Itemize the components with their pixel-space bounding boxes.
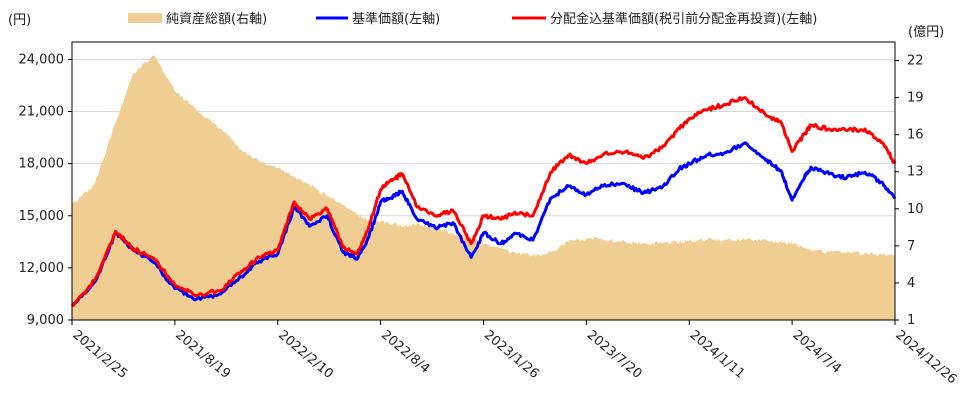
x-axis-tick-label: 2023/1/26	[481, 328, 542, 382]
left-axis: 9,000 12,000 15,000 18,000 21,000 24,000	[19, 52, 72, 328]
right-axis-tick-label: 4	[907, 276, 915, 291]
right-axis-tick-label: 19	[907, 91, 924, 106]
left-axis-tick-label: 15,000	[19, 209, 65, 224]
x-axis-tick-label: 2024/12/26	[892, 328, 959, 388]
legend-label-nav: 基準価額(左軸)	[352, 11, 440, 27]
x-axis-tick-label: 2021/8/19	[172, 328, 233, 382]
legend: (円) 純資産総額(右軸) 基準価額(左軸) 分配金込基準価額(税引前分配金再投…	[8, 11, 944, 40]
net-assets-area-layer	[72, 55, 895, 320]
right-axis-tick-label: 16	[907, 128, 924, 143]
legend-label-nav-dividend: 分配金込基準価額(税引前分配金再投資)(左軸)	[550, 11, 817, 27]
legend-swatch-net-assets	[128, 13, 162, 23]
left-axis-tick-label: 24,000	[19, 52, 65, 67]
x-axis-tick-label: 2022/2/10	[275, 328, 336, 382]
left-axis-tick-label: 12,000	[19, 261, 65, 276]
nav-line	[70, 141, 897, 307]
net-assets-area	[72, 55, 895, 320]
legend-label-net-assets: 純資産総額(右軸)	[166, 11, 267, 27]
x-axis-tick-label: 2021/2/25	[69, 328, 130, 382]
x-axis-tick-label: 2024/1/11	[687, 328, 748, 382]
x-axis-tick-label: 2024/7/4	[790, 328, 844, 377]
x-axis-tick-label: 2022/8/4	[378, 328, 432, 377]
x-axis: 2021/2/25 2021/8/19 2022/2/10 2022/8/4 2023/…	[69, 320, 959, 387]
right-axis-tick-label: 10	[907, 202, 924, 217]
x-axis-tick-label: 2023/7/20	[584, 328, 645, 382]
right-axis-tick-label: 22	[907, 54, 924, 69]
left-axis-unit: (円)	[8, 13, 31, 28]
left-axis-tick-label: 21,000	[19, 105, 65, 120]
left-axis-tick-label: 18,000	[19, 157, 65, 172]
right-axis-unit: (億円)	[908, 24, 944, 40]
left-axis-tick-label: 9,000	[27, 313, 64, 328]
right-axis-tick-label: 7	[907, 239, 915, 254]
price-lines-layer	[70, 96, 897, 308]
right-axis-tick-label: 1	[907, 313, 915, 328]
right-axis-tick-label: 13	[907, 165, 924, 180]
right-axis: 1 4 7 10 13 16 19 22	[895, 54, 924, 328]
nav-with-dividend-line	[71, 96, 897, 308]
